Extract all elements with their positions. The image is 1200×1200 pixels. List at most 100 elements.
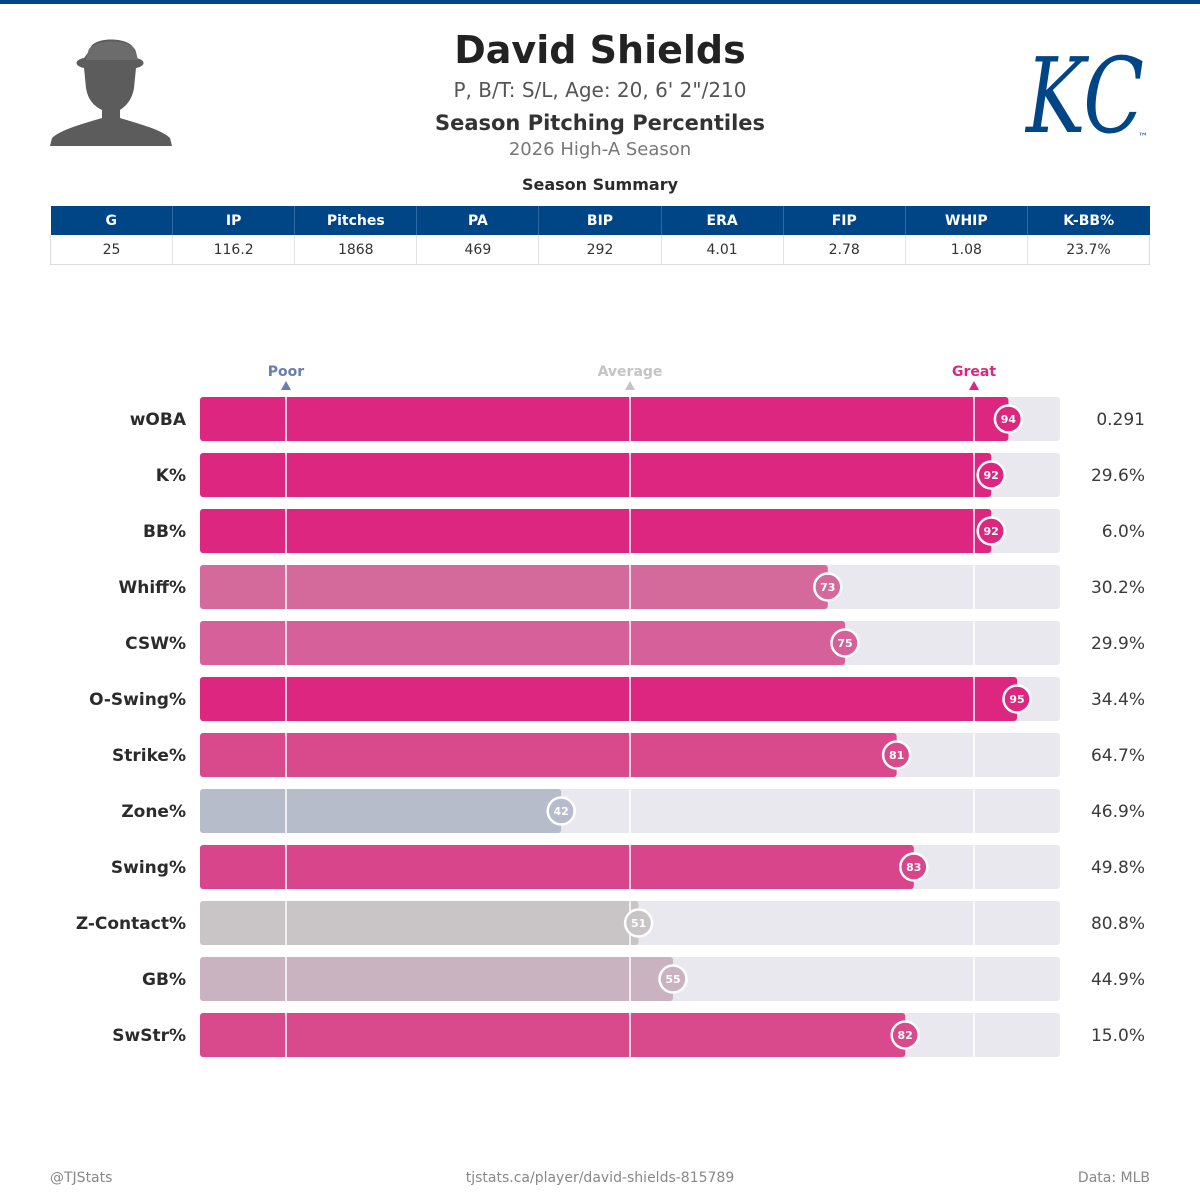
reference-label: Poor [268,364,304,380]
metric-label: Z-Contact% [76,914,186,934]
player-silhouette-icon [50,39,172,146]
percentile-value: 95 [1009,693,1024,706]
summary-value-cell: 4.01 [661,235,784,265]
summary-value-cell: 1.08 [905,235,1028,265]
percentile-badge [1002,684,1032,714]
summary-header-cell: PA [416,206,540,235]
bar [200,901,639,945]
percentile-badge [899,852,929,882]
summary-value-cell: 25 [49,235,174,265]
summary-value-row: 25 116.2 1868 469 292 4.01 2.78 1.08 23.… [49,235,1151,265]
metric-label: K% [156,466,186,486]
summary-header-cell: WHIP [905,206,1028,235]
summary-header-cell: FIP [783,206,906,235]
percentile-value: 73 [820,581,835,594]
bar [200,677,1017,721]
percentile-badge [890,1020,920,1050]
summary-value-cell: 292 [538,235,662,265]
stat-value: 6.0% [1102,522,1145,542]
summary-header-cell: Pitches [294,206,418,235]
summary-value-cell: 469 [416,235,540,265]
metric-label: CSW% [125,634,186,654]
percentile-badge [830,628,860,658]
summary-header-cell: IP [172,206,296,235]
percentile-value: 75 [837,637,852,650]
percentile-value: 92 [984,525,999,538]
metric-label: Whiff% [119,578,187,598]
percentile-badge [993,404,1024,434]
stat-value: 64.7% [1091,746,1145,766]
stat-value: 46.9% [1091,802,1145,822]
percentile-badge [976,516,1006,546]
percentile-badge [881,740,912,770]
metric-label: GB% [142,970,186,990]
stat-value: 15.0% [1091,1026,1145,1046]
metric-label: wOBA [130,410,187,430]
season-label: 2026 High-A Season [508,139,692,160]
bar [200,957,673,1001]
reference-marker-icon [969,381,979,390]
logo-letters: KC [1024,35,1144,148]
metric-label: Strike% [112,746,186,766]
bar [200,509,992,553]
stat-value: 80.8% [1091,914,1145,934]
footer-source: Data: MLB [1077,1170,1150,1186]
summary-header-cell: ERA [661,206,784,235]
stat-value: 44.9% [1091,970,1145,990]
percentile-value: 81 [889,749,904,762]
reference-label: Average [598,364,663,380]
stat-value: 0.291 [1096,410,1145,430]
chart-subtitle: Season Pitching Percentiles [434,111,766,135]
reference-marker-icon [281,381,291,390]
player-bio: P, B/T: S/L, Age: 20, 6' 2"/210 [453,78,747,102]
percentile-badge [813,572,843,602]
metric-label: BB% [143,522,186,542]
metric-label: SwStr% [112,1026,186,1046]
metric-label: O-Swing% [89,690,186,710]
stat-value: 49.8% [1091,858,1145,878]
bar [200,733,897,777]
player-name: David Shields [454,28,746,72]
percentile-value: 92 [984,469,999,482]
stat-value: 29.6% [1091,466,1145,486]
season-summary-table: G IP Pitches PA BIP ERA FIP WHIP K-BB% 2… [49,206,1151,265]
metric-label: Zone% [121,802,186,822]
stat-value: 34.4% [1091,690,1145,710]
bar [200,789,562,833]
bar [200,397,1009,441]
summary-header-cell: G [50,206,174,235]
percentile-bar-chart: Poor Average Great wOBA 0.291 K% 29.6% BB% 6.0% W… [76,364,1145,1057]
percentile-badge [976,460,1006,490]
logo-trademark: ™ [1138,132,1148,143]
summary-value-cell: 2.78 [783,235,906,265]
summary-value-cell: 23.7% [1027,235,1151,265]
percentile-value: 51 [631,917,646,930]
percentile-badge [546,796,576,826]
percentile-value: 94 [1001,413,1017,426]
stat-value: 29.9% [1091,634,1145,654]
summary-value-cell: 1868 [294,235,418,265]
summary-header-row: G IP Pitches PA BIP ERA FIP WHIP K-BB% [50,206,1150,235]
percentile-badge [658,964,688,994]
bar [200,621,845,665]
footer-url: tjstats.ca/player/david-shields-815789 [465,1170,735,1186]
percentile-value: 42 [554,805,569,818]
reference-marker-icon [625,381,635,390]
percentile-value: 55 [665,973,680,986]
summary-value-cell: 116.2 [172,235,296,265]
percentile-value: 82 [898,1029,913,1042]
summary-title: Season Summary [521,175,679,194]
metric-label: Swing% [111,858,186,878]
bar [200,453,992,497]
summary-header-cell: BIP [538,206,662,235]
bar [200,845,914,889]
kansas-city-royals-logo: KC ™ [1024,35,1148,148]
percentile-value: 83 [906,861,921,874]
summary-header-cell: K-BB% [1027,206,1150,235]
reference-label: Great [952,364,996,380]
percentile-badge [623,908,654,938]
bar [200,565,828,609]
bar [200,1013,906,1057]
footer-credit: @TJStats [50,1170,113,1186]
top-accent-bar [0,0,1200,4]
